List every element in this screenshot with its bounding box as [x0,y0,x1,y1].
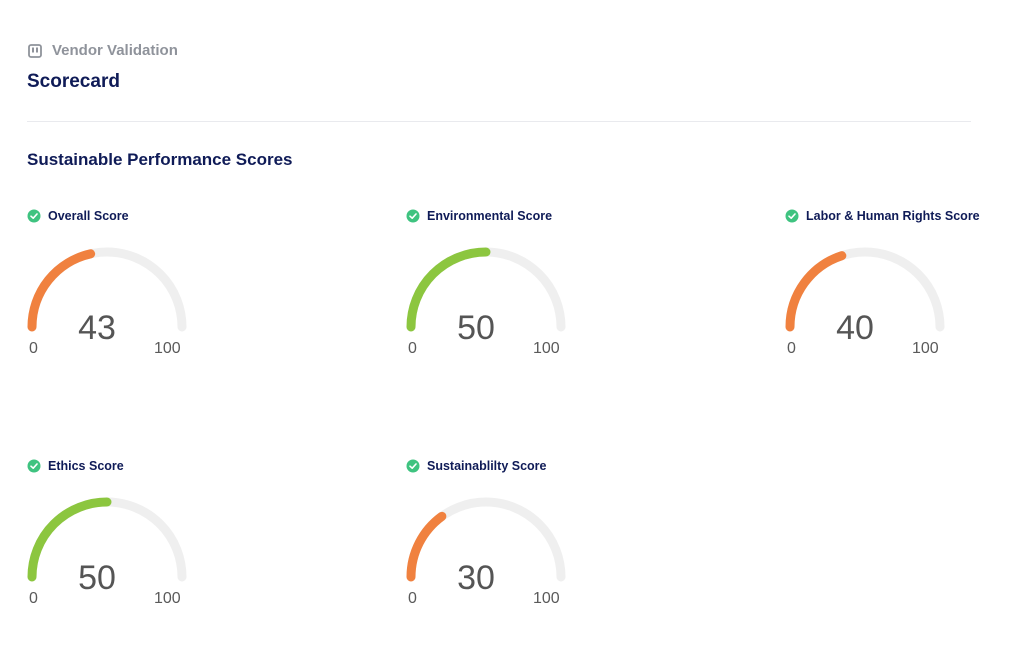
score-label: Overall Score [48,209,129,223]
check-circle-icon [27,459,41,473]
gauge-min-label: 0 [29,340,38,357]
page-title: Scorecard [27,71,120,92]
card-header: Sustainablilty Score [406,459,546,473]
gauge-value: 50 [457,309,495,347]
gauge-value: 40 [836,309,874,347]
gauge-max-label: 100 [912,340,939,357]
card-header: Environmental Score [406,209,552,223]
gauge [785,247,945,332]
gauge-min-label: 0 [787,340,796,357]
score-label: Ethics Score [48,459,124,473]
breadcrumb-label[interactable]: Vendor Validation [52,42,178,59]
score-card-ethics: Ethics Score 50 0 100 [27,459,267,629]
clipboard-icon [28,43,42,58]
score-card-environmental: Environmental Score 50 0 100 [406,209,646,379]
card-header: Ethics Score [27,459,124,473]
gauge-value: 50 [78,559,116,597]
gauge-fill [406,247,491,332]
gauge [406,497,566,582]
score-card-sustainability: Sustainablilty Score 30 0 100 [406,459,646,629]
score-card-overall: Overall Score 43 0 100 [27,209,267,379]
check-circle-icon [406,459,420,473]
gauge [27,247,187,332]
gauge-max-label: 100 [154,590,181,607]
score-label: Sustainablilty Score [427,459,547,473]
gauge [406,247,566,332]
gauge-fill [27,497,112,582]
gauge-fill [27,249,96,332]
section-title: Sustainable Performance Scores [27,150,293,169]
gauge-min-label: 0 [408,340,417,357]
check-circle-icon [785,209,799,223]
score-label: Labor & Human Rights Score [806,209,980,223]
gauge-fill [785,251,847,332]
gauge-min-label: 0 [408,590,417,607]
card-header: Labor & Human Rights Score [785,209,980,223]
gauge-max-label: 100 [154,340,181,357]
breadcrumb: Vendor Validation [28,42,178,59]
gauge-max-label: 100 [533,340,560,357]
divider [27,121,971,122]
gauge [27,497,187,582]
gauge-fill [406,511,447,582]
score-card-labor-human-rights: Labor & Human Rights Score 40 0 100 [785,209,1024,379]
gauge-max-label: 100 [533,590,560,607]
check-circle-icon [27,209,41,223]
gauge-min-label: 0 [29,590,38,607]
check-circle-icon [406,209,420,223]
gauge-value: 43 [78,309,116,347]
card-header: Overall Score [27,209,129,223]
gauge-value: 30 [457,559,495,597]
score-label: Environmental Score [427,209,553,223]
